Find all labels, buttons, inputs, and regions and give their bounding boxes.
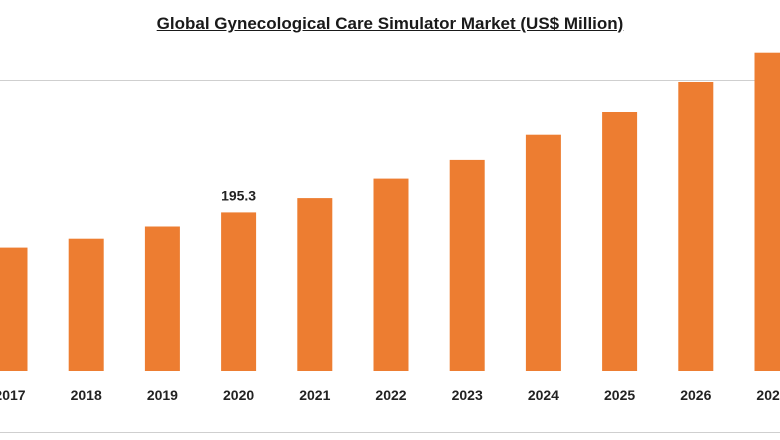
bar-2025 bbox=[602, 112, 638, 371]
x-tick-label-2025: 2025 bbox=[604, 387, 635, 403]
x-tick-label-2018: 2018 bbox=[71, 387, 102, 403]
x-tick-label-2026: 2026 bbox=[680, 387, 711, 403]
bar-2020 bbox=[221, 212, 257, 371]
x-tick-label-2027: 2027 bbox=[756, 387, 780, 403]
bar-2023 bbox=[449, 159, 485, 371]
bar-2022 bbox=[373, 178, 409, 371]
x-tick-label-2024: 2024 bbox=[528, 387, 559, 403]
bar-2017 bbox=[0, 247, 28, 371]
chart-title-wrap: Global Gynecological Care Simulator Mark… bbox=[0, 14, 780, 34]
x-tick-label-2019: 2019 bbox=[147, 387, 178, 403]
x-tick-label-2021: 2021 bbox=[299, 387, 330, 403]
bar-2026 bbox=[678, 82, 714, 371]
bar-2021 bbox=[297, 198, 333, 371]
bar-2027 bbox=[754, 52, 780, 371]
x-tick-label-2020: 2020 bbox=[223, 387, 254, 403]
bar-2018 bbox=[68, 238, 104, 371]
bar-2024 bbox=[525, 134, 561, 371]
data-label-2020: 195.3 bbox=[221, 187, 256, 203]
x-tick-label-2017: 2017 bbox=[0, 387, 26, 403]
chart-title: Global Gynecological Care Simulator Mark… bbox=[156, 14, 624, 33]
bar-2019 bbox=[144, 226, 180, 371]
x-tick-label-2022: 2022 bbox=[375, 387, 406, 403]
chart-frame-bottom bbox=[0, 432, 780, 433]
chart-frame-top bbox=[0, 80, 780, 81]
x-tick-label-2023: 2023 bbox=[452, 387, 483, 403]
